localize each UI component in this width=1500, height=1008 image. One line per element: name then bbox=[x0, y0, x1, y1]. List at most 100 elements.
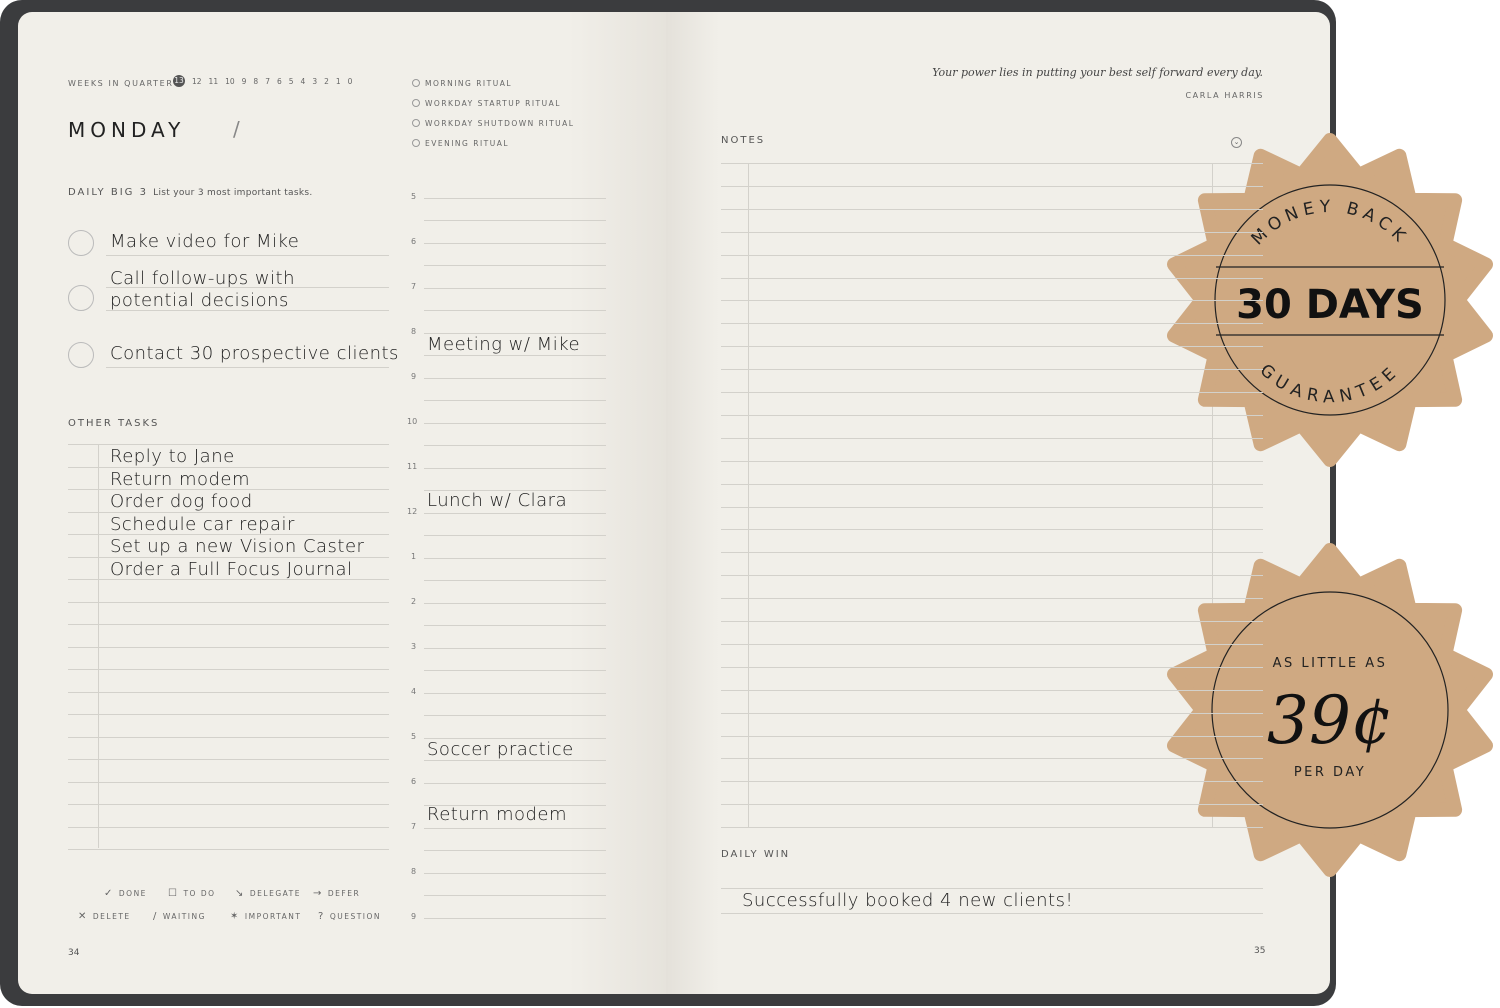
rule-line bbox=[68, 849, 389, 850]
notes-line bbox=[721, 392, 1263, 393]
task-checkbox[interactable] bbox=[68, 342, 94, 368]
rule-line bbox=[721, 913, 1263, 914]
hour-label: 4 bbox=[411, 687, 417, 696]
half-hour-line bbox=[424, 580, 606, 581]
other-tasks-label: OTHER TASKS bbox=[68, 418, 160, 429]
hour-line bbox=[424, 558, 606, 559]
big3-task: Contact 30 prospective clients bbox=[110, 343, 399, 364]
ritual-label: EVENING RITUAL bbox=[425, 138, 510, 148]
hour-label: 1 bbox=[411, 552, 417, 561]
rule-line bbox=[68, 534, 389, 535]
notes-line bbox=[721, 643, 1263, 645]
rule-line bbox=[106, 367, 389, 368]
half-hour-line bbox=[424, 805, 606, 806]
ritual-label: WORKDAY STARTUP RITUAL bbox=[425, 98, 561, 108]
notes-line bbox=[721, 369, 1263, 371]
half-hour-line bbox=[424, 265, 606, 266]
ritual-item[interactable]: EVENING RITUAL bbox=[412, 133, 574, 153]
hour-label: 7 bbox=[411, 822, 417, 831]
hour-line bbox=[424, 603, 606, 604]
hour-line bbox=[424, 783, 606, 784]
hour-label: 2 bbox=[411, 597, 417, 606]
task-checkbox[interactable] bbox=[68, 285, 94, 311]
hour-label: 6 bbox=[411, 237, 417, 246]
badge-bottom-text: PER DAY bbox=[1294, 765, 1366, 780]
legend-symbol-icon: ☐ bbox=[168, 888, 179, 899]
notes-line bbox=[721, 598, 1263, 600]
notes-line bbox=[721, 529, 1263, 531]
notes-label: NOTES bbox=[721, 135, 766, 146]
notes-line bbox=[721, 781, 1263, 783]
half-hour-line bbox=[424, 400, 606, 401]
rule-line bbox=[68, 736, 389, 738]
rule-line bbox=[68, 826, 389, 828]
rule-line bbox=[68, 781, 389, 783]
hour-label: 9 bbox=[411, 912, 417, 921]
badge-ring bbox=[1214, 184, 1446, 416]
rule-line bbox=[106, 310, 389, 311]
notes-margin-line-right bbox=[1212, 163, 1213, 827]
week-number: 3 bbox=[312, 77, 318, 86]
hour-line bbox=[424, 198, 606, 199]
ritual-item[interactable]: WORKDAY SHUTDOWN RITUAL bbox=[412, 113, 574, 133]
daily-win-text: Successfully booked 4 new clients! bbox=[742, 890, 1074, 911]
legend-item: ✶ IMPORTANT bbox=[230, 911, 302, 922]
hour-line bbox=[424, 693, 606, 694]
notes-margin-line-left bbox=[748, 163, 749, 827]
rule-line bbox=[68, 804, 389, 805]
hour-line bbox=[424, 648, 606, 649]
badge-main-text: 30 DAYS bbox=[1236, 282, 1424, 328]
hour-line bbox=[424, 873, 606, 874]
legend-label: DELETE bbox=[92, 912, 131, 921]
hour-line bbox=[424, 513, 606, 514]
legend-item: ✕ DELETE bbox=[78, 911, 131, 922]
notes-line bbox=[721, 346, 1263, 348]
half-hour-line bbox=[424, 670, 606, 671]
hour-label: 8 bbox=[411, 327, 417, 336]
hour-line bbox=[424, 378, 606, 379]
notes-line bbox=[721, 575, 1263, 577]
notes-line bbox=[721, 277, 1263, 279]
date-separator: / bbox=[233, 117, 240, 141]
rule-line bbox=[68, 579, 389, 580]
notes-line bbox=[721, 185, 1263, 187]
legend-symbol-icon: → bbox=[313, 888, 323, 899]
hour-line bbox=[424, 243, 606, 244]
ritual-checkbox[interactable] bbox=[412, 119, 420, 127]
page-number-left: 34 bbox=[68, 948, 80, 958]
week-number: 2 bbox=[324, 77, 329, 86]
notes-line bbox=[721, 552, 1263, 554]
notes-line bbox=[721, 735, 1263, 737]
ritual-checkbox[interactable] bbox=[412, 139, 420, 147]
half-hour-line bbox=[424, 490, 606, 491]
hour-line bbox=[424, 333, 606, 334]
day-title: MONDAY bbox=[68, 118, 186, 142]
big3-task: Make video for Mike bbox=[110, 231, 300, 252]
ritual-label: MORNING RITUAL bbox=[425, 78, 513, 88]
ritual-item[interactable]: MORNING RITUAL bbox=[412, 73, 574, 93]
notes-line bbox=[721, 483, 1263, 485]
legend-item: → DEFER bbox=[313, 888, 360, 899]
chevron-down-icon: ⌄ bbox=[1231, 137, 1242, 148]
ritual-checkbox[interactable] bbox=[412, 79, 420, 87]
notes-line bbox=[721, 506, 1263, 508]
hour-label: 5 bbox=[411, 192, 417, 201]
week-number: 4 bbox=[300, 77, 306, 86]
legend-symbol-icon: ✓ bbox=[104, 888, 114, 899]
week-number: 0 bbox=[347, 77, 353, 86]
hour-line bbox=[424, 423, 606, 424]
big3-hint: List your 3 most important tasks. bbox=[153, 188, 313, 198]
left-page bbox=[18, 12, 666, 994]
ritual-checkbox[interactable] bbox=[412, 99, 420, 107]
schedule-event: Lunch w/ Clara bbox=[427, 490, 568, 511]
ritual-item[interactable]: WORKDAY STARTUP RITUAL bbox=[412, 93, 574, 113]
task-checkbox[interactable] bbox=[68, 230, 94, 256]
legend-label: DONE bbox=[118, 889, 147, 898]
week-number: 5 bbox=[288, 77, 294, 86]
notes-line bbox=[721, 300, 1263, 302]
price-badge: AS LITTLE AS 39¢ PER DAY bbox=[1167, 543, 1493, 877]
half-hour-line bbox=[424, 310, 606, 311]
weeks-list: 13 12 11 10 9 8 7 6 5 4 3 2 1 0 bbox=[173, 75, 353, 87]
hour-label: 12 bbox=[407, 507, 418, 516]
rule-line bbox=[106, 287, 389, 288]
